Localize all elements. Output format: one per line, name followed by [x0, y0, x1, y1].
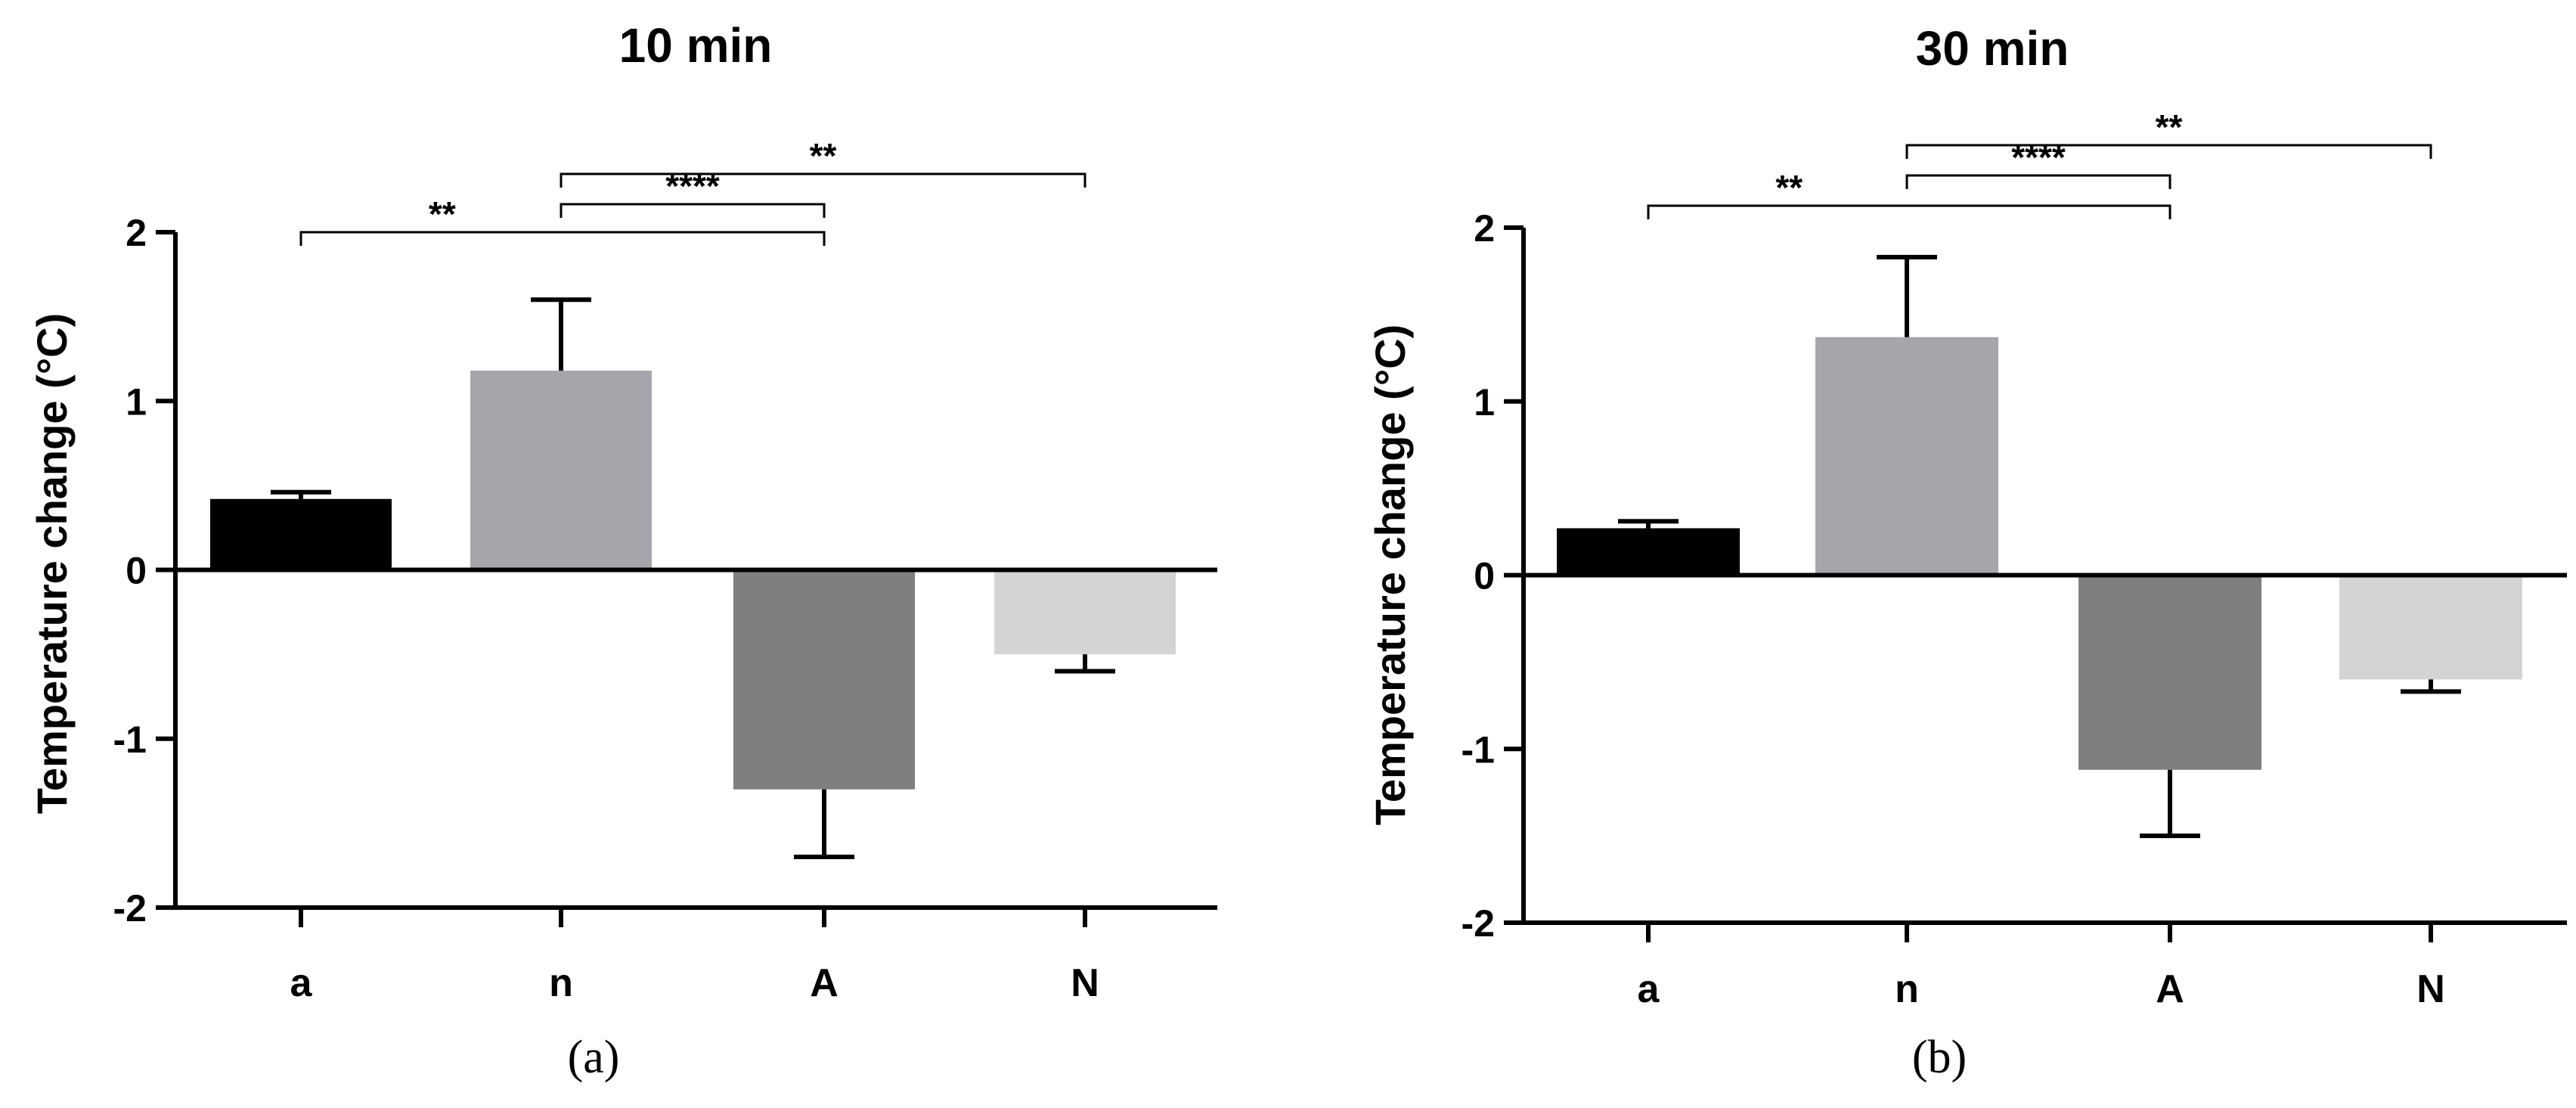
chart-title: 10 min [619, 18, 773, 73]
x-tick-label: A [810, 961, 839, 1005]
significance-bracket [1647, 204, 2171, 219]
significance-label: ** [810, 136, 837, 175]
significance-bracket [560, 203, 826, 218]
x-tick-label: N [1071, 961, 1099, 1005]
y-tick-label: 2 [126, 212, 147, 254]
panel-label: (a) [568, 1032, 620, 1083]
significance-label: ** [1775, 168, 1803, 207]
y-axis-label: Temperature change (°C) [1366, 324, 1414, 825]
y-tick-label: 0 [1474, 555, 1495, 597]
significance-bracket [1905, 174, 2171, 189]
chart-panel-a: 10 min Temperature change (°C) (a) 2 1 0 -1… [28, 18, 1217, 1083]
significance-bracket [560, 172, 1087, 188]
y-tick-label: 0 [126, 550, 147, 592]
significance-label: **** [665, 166, 720, 206]
bar-N [994, 570, 1176, 655]
y-tick-label: -2 [113, 887, 147, 930]
y-tick-label: 2 [1474, 207, 1495, 250]
x-tick-label: n [1895, 967, 1919, 1011]
x-tick-label: n [549, 961, 573, 1005]
x-tick-label: N [2416, 967, 2445, 1011]
x-tick-label: a [290, 961, 313, 1005]
significance-bracket [1905, 144, 2432, 159]
bar-A [733, 570, 915, 790]
bar-N [2339, 575, 2522, 680]
bar-A [2078, 575, 2261, 770]
bar-a [210, 498, 392, 570]
bar-n [1815, 337, 1998, 576]
chart-title: 30 min [1916, 21, 2069, 76]
y-tick-label: 1 [1474, 381, 1495, 424]
y-tick-label: -2 [1462, 902, 1495, 945]
significance-label: ** [2156, 107, 2183, 147]
y-tick-label: -1 [113, 718, 147, 761]
panel-label: (b) [1912, 1032, 1967, 1083]
significance-label: ** [429, 194, 456, 234]
x-tick-label: a [1638, 967, 1660, 1011]
y-axis-label: Temperature change (°C) [28, 313, 76, 814]
bar-n [470, 371, 652, 570]
y-tick-label: -1 [1462, 728, 1495, 771]
significance-bracket [299, 231, 826, 246]
plot-area: 210-1-2a n A N******** [113, 136, 1217, 1005]
significance-label: **** [2011, 138, 2066, 177]
plot-area: 210-1-2a n A N******** [1462, 107, 2567, 1011]
bar-a [1557, 528, 1740, 576]
y-tick-label: 1 [126, 380, 147, 423]
chart-panel-b: 30 min Temperature change (°C) (b) 2 1 0 -1… [1366, 21, 2567, 1083]
x-tick-label: A [2156, 967, 2184, 1011]
